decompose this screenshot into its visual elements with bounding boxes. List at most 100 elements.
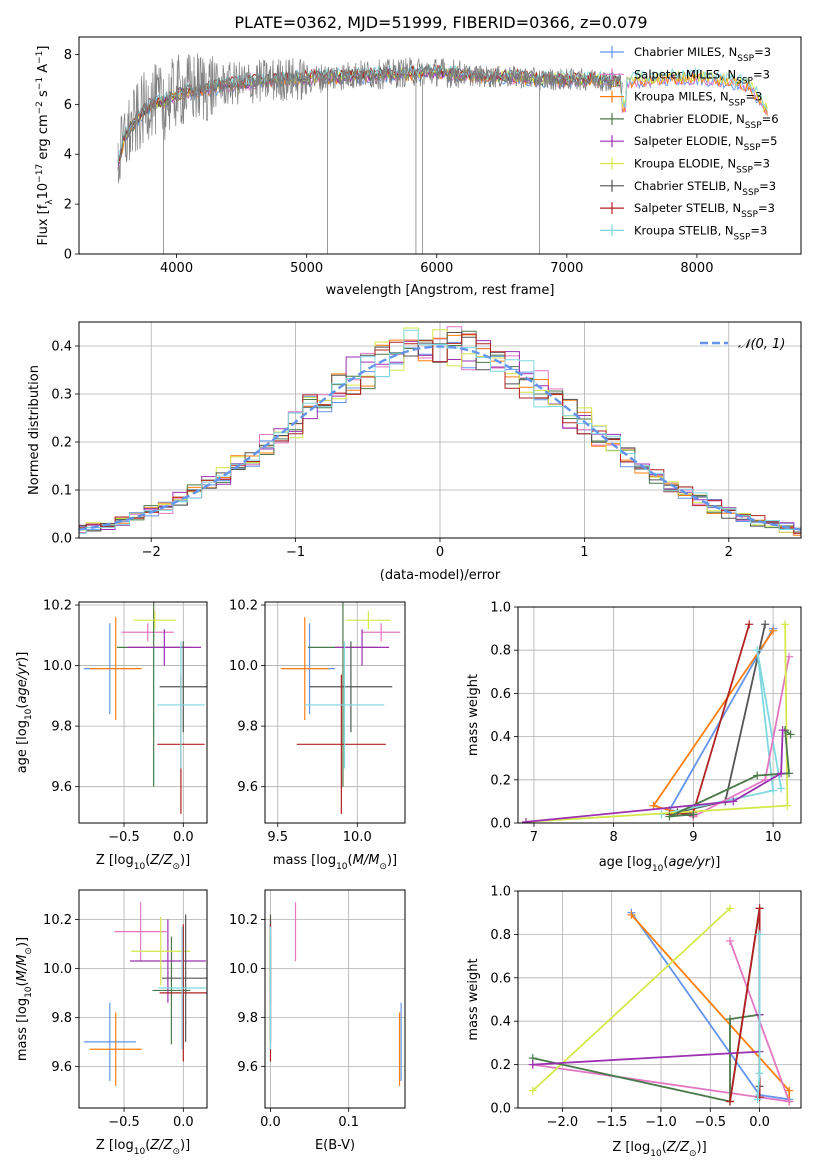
histogram-krou_miles bbox=[79, 334, 801, 536]
x-tick-label: −0.5 bbox=[108, 830, 140, 845]
axes-frame bbox=[78, 889, 208, 1109]
panel-spectrum: 4000 5000 6000 7000 8000 0 2 4 6 8 wavelength [Ang… bbox=[35, 36, 802, 298]
y-tick-label: 1.0 bbox=[490, 885, 511, 900]
plot-area bbox=[528, 904, 794, 1106]
y-tick-label: 9.8 bbox=[237, 720, 258, 735]
marker-salp_elodie bbox=[778, 726, 787, 735]
y-tick-label: 0.8 bbox=[490, 928, 511, 943]
errorbar-point-krou_stelib bbox=[157, 641, 205, 769]
y-tick-label: 0.3 bbox=[51, 388, 72, 403]
x-tick-label: 0 bbox=[436, 545, 444, 560]
errorbar-point-krou_stelib bbox=[158, 926, 206, 1050]
axes-frame bbox=[78, 36, 802, 255]
legend-entry-chab_stelib: Chabrier STELIB, NSSP=3 bbox=[634, 179, 776, 198]
y-tick-label: 0.0 bbox=[51, 532, 72, 547]
marker-krou_miles bbox=[627, 910, 636, 919]
x-tick-label: −2 bbox=[142, 545, 161, 560]
y-tick-label: 9.6 bbox=[51, 1060, 72, 1075]
weight-line-chab_elodie bbox=[532, 1013, 760, 1103]
x-tick-label: 0.0 bbox=[749, 1115, 770, 1130]
y-tick-label: 0.2 bbox=[51, 436, 72, 451]
axes-frame bbox=[517, 606, 802, 824]
y-axis-label: Flux [fλ10−17 erg cm−2 s−1 A−1] bbox=[35, 46, 55, 246]
x-axis-label: mass [log10(M/M⊙)] bbox=[273, 853, 397, 872]
errorbar-point-chab_elodie bbox=[152, 936, 191, 1045]
errorbar-point-chab_miles bbox=[83, 1002, 136, 1082]
errorbar-point-salp_miles bbox=[121, 623, 174, 642]
y-tick-label: 10.2 bbox=[43, 599, 72, 614]
y-tick-label: 10.0 bbox=[229, 962, 258, 977]
plot-area bbox=[117, 53, 768, 254]
x-tick-label: −1.5 bbox=[596, 1115, 628, 1130]
errorbar-point-krou_elodie bbox=[133, 611, 177, 630]
errorbar-point-salp_miles bbox=[362, 623, 401, 642]
errorbar-point-salp_stelib bbox=[159, 924, 207, 1062]
marker-krou_stelib bbox=[755, 930, 764, 939]
marker-salp_stelib bbox=[755, 904, 764, 913]
marker-krou_elodie bbox=[783, 801, 792, 810]
x-axis-label: age [log10(age/yr)] bbox=[599, 855, 721, 874]
legend-entry-salp_stelib: Salpeter STELIB, NSSP=3 bbox=[634, 201, 775, 220]
x-tick-label: −2.0 bbox=[547, 1115, 579, 1130]
x-tick-label: 10 bbox=[765, 830, 782, 845]
y-tick-label: 0.4 bbox=[490, 1015, 511, 1030]
y-tick-label: 9.6 bbox=[237, 1060, 258, 1075]
axes-frame bbox=[517, 890, 802, 1109]
x-axis-label: wavelength [Angstrom, rest frame] bbox=[326, 283, 555, 298]
y-tick-label: 0.0 bbox=[490, 1102, 511, 1117]
marker-salp_elodie bbox=[528, 1060, 537, 1069]
errorbar-point-krou_elodie bbox=[346, 611, 391, 630]
x-tick-label: 8000 bbox=[680, 261, 713, 276]
y-tick-label: 9.6 bbox=[237, 780, 258, 795]
y-tick-label: 0.4 bbox=[490, 730, 511, 745]
errorbar-point-chab_stelib bbox=[159, 641, 207, 733]
y-tick-label: 0.8 bbox=[490, 644, 511, 659]
x-tick-label: 1 bbox=[580, 545, 588, 560]
plot-area bbox=[83, 602, 207, 814]
x-tick-label: 7000 bbox=[550, 261, 583, 276]
marker-krou_elodie bbox=[781, 620, 790, 629]
marker-chab_elodie bbox=[689, 810, 698, 819]
panel-weight_vs_Z: −2.0 −1.5 −1.0 −0.5 0.0 0.0 0.2 0.4 0.6 0.8 1.0 Z [… bbox=[466, 885, 802, 1159]
y-tick-label: 0.0 bbox=[490, 817, 511, 832]
y-tick-label: 10.2 bbox=[43, 913, 72, 928]
y-tick-label: 10.0 bbox=[229, 659, 258, 674]
x-tick-label: 9.5 bbox=[267, 830, 288, 845]
legend-entry-chab_miles: Chabrier MILES, NSSP=3 bbox=[634, 45, 771, 64]
marker-krou_miles bbox=[785, 1086, 794, 1095]
errorbar-point-salp_stelib bbox=[296, 674, 386, 814]
legend-entry-salp_miles: Salpeter MILES, NSSP=3 bbox=[634, 67, 770, 86]
panel-mass_vs_Z: −0.5 0.0 9.6 9.8 10.0 10.2 Z [log10(Z/Z⊙)] mass… bbox=[15, 889, 208, 1157]
x-axis-label: Z [log10(Z/Z⊙)] bbox=[96, 1138, 190, 1157]
y-tick-label: 9.8 bbox=[51, 720, 72, 735]
weight-line-salp_elodie bbox=[525, 730, 784, 823]
marker-chab_elodie bbox=[785, 769, 794, 778]
y-axis-label: mass [log10(M/M⊙)] bbox=[15, 937, 34, 1061]
marker-krou_elodie bbox=[726, 904, 735, 913]
panel-weight_vs_age: 7 8 9 10 0.0 0.2 0.4 0.6 0.8 1.0 age [log10(age/yr… bbox=[466, 601, 802, 874]
observed-spectrum bbox=[117, 53, 624, 184]
errorbar-point-chab_stelib bbox=[161, 914, 207, 1042]
x-tick-label: −0.5 bbox=[694, 1115, 726, 1130]
errorbar-point-krou_miles bbox=[280, 617, 329, 721]
legend-entry-krou_elodie: Kroupa ELODIE, NSSP=3 bbox=[634, 157, 770, 176]
y-tick-label: 4 bbox=[64, 148, 72, 163]
figure-title: PLATE=0362, MJD=51999, FIBERID=0366, z=0… bbox=[234, 13, 647, 32]
y-tick-label: 10.2 bbox=[229, 599, 258, 614]
x-tick-label: 5000 bbox=[290, 261, 323, 276]
weight-line-krou_elodie bbox=[532, 907, 731, 1092]
legend-entry-chab_elodie: Chabrier ELODIE, NSSP=6 bbox=[634, 112, 779, 131]
marker-chab_elodie bbox=[726, 1015, 735, 1024]
marker-salp_elodie bbox=[521, 817, 530, 823]
errorbar-point-krou_miles bbox=[89, 1012, 142, 1086]
y-tick-label: 0.6 bbox=[490, 687, 511, 702]
x-tick-label: 0.1 bbox=[338, 1115, 359, 1130]
marker-salp_miles bbox=[785, 1097, 794, 1106]
x-tick-label: −1.0 bbox=[645, 1115, 677, 1130]
x-tick-label: 4000 bbox=[160, 261, 193, 276]
y-tick-label: 10.0 bbox=[43, 659, 72, 674]
marker-chab_elodie bbox=[786, 730, 795, 739]
marker-salp_stelib bbox=[745, 620, 754, 629]
weight-line-chab_elodie bbox=[669, 728, 792, 818]
